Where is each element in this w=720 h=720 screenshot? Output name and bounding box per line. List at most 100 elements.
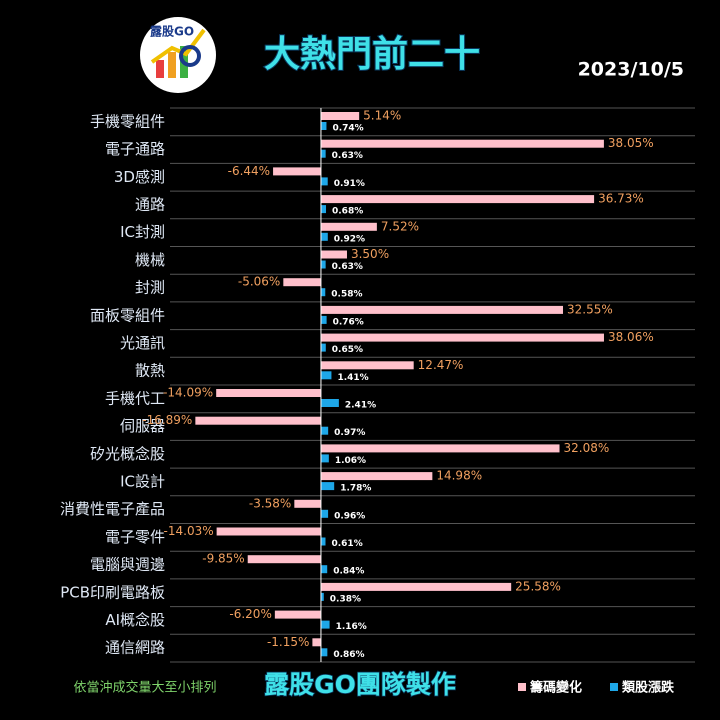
bar <box>320 205 327 214</box>
legend-swatch <box>518 683 526 691</box>
bar <box>312 638 321 647</box>
credit: 露股GO團隊製作 <box>264 670 456 699</box>
plot: 手機零組件 5.14%0.74% 電子通路 38.05% 0.63% 3D感測 -6.44%… <box>60 107 695 696</box>
chart-title: 大熱門前二十 <box>264 34 480 75</box>
value-label: 14.98% <box>436 469 482 483</box>
value-label: -6.44% <box>228 164 270 178</box>
value-label: 0.58% <box>331 290 362 300</box>
bar <box>320 444 560 453</box>
value-label: -1.15% <box>267 635 309 649</box>
value-label: 38.06% <box>608 330 654 344</box>
category-label: 機械 <box>135 251 165 269</box>
logo: 露股GO <box>140 17 216 93</box>
value-label: 3.50% <box>351 247 389 261</box>
bar <box>216 389 321 397</box>
category-label: AI概念股 <box>105 611 165 629</box>
bar <box>320 399 339 407</box>
category-label: 通路 <box>135 195 165 213</box>
category-label: 光通訊 <box>120 334 165 352</box>
category-label: 電子零件 <box>105 528 165 546</box>
legend-label: 類股漲跌 <box>621 680 675 696</box>
category-label: 電腦與週邊 <box>90 556 165 574</box>
value-label: 0.74% <box>332 124 363 134</box>
value-label: 36.73% <box>598 192 644 206</box>
logo-lens <box>179 45 201 67</box>
category-label: 消費性電子產品 <box>60 500 165 518</box>
bar <box>247 555 321 564</box>
date: 2023/10/5 <box>578 59 684 81</box>
bar <box>320 472 433 481</box>
bar <box>320 195 595 204</box>
value-label: 0.68% <box>332 207 363 217</box>
bar <box>320 149 326 158</box>
legend-label: 籌碼變化 <box>530 680 582 696</box>
value-label: 38.05% <box>608 136 654 150</box>
category-label: 矽光概念股 <box>90 445 165 463</box>
value-label: 2.41% <box>345 401 376 411</box>
bar <box>320 426 329 435</box>
category-label: 電子通路 <box>105 140 165 158</box>
bar <box>320 260 326 269</box>
category-label: 手機代工 <box>105 389 165 407</box>
value-label: -3.58% <box>249 496 291 510</box>
bar <box>320 482 335 491</box>
bar <box>320 139 604 148</box>
category-label: 通信網路 <box>105 639 165 657</box>
value-label: 0.76% <box>333 317 364 327</box>
bar <box>320 250 347 259</box>
note: 依當沖成交量大至小排列 <box>73 680 216 696</box>
value-label: 1.41% <box>337 373 368 383</box>
bar <box>320 222 377 231</box>
category-label: IC設計 <box>120 472 165 490</box>
category-label: IC封測 <box>120 223 165 241</box>
value-label: -16.89% <box>142 413 192 427</box>
bar <box>320 509 329 518</box>
value-label: 0.92% <box>334 234 365 244</box>
value-label: 0.91% <box>334 179 365 189</box>
category-label: 3D感測 <box>114 168 165 186</box>
bar <box>274 610 321 619</box>
value-label: 1.78% <box>340 484 371 494</box>
value-label: -14.09% <box>163 386 213 400</box>
bar <box>320 454 329 463</box>
bar <box>320 371 332 380</box>
bar <box>283 278 321 287</box>
value-label: 1.16% <box>336 622 367 632</box>
value-label: 0.38% <box>330 594 361 604</box>
bar <box>320 288 326 297</box>
value-label: 0.61% <box>331 539 362 549</box>
bar <box>320 315 327 324</box>
value-label: -9.85% <box>202 552 244 566</box>
value-label: 12.47% <box>418 358 464 372</box>
bar <box>320 333 604 342</box>
bar <box>320 122 327 130</box>
category-label: 面板零組件 <box>90 306 165 324</box>
bar <box>273 167 321 176</box>
value-label: 32.55% <box>567 302 613 316</box>
value-label: 0.97% <box>334 428 365 438</box>
value-label: 1.06% <box>335 456 366 466</box>
bar <box>320 343 326 352</box>
value-label: 0.65% <box>332 345 363 355</box>
category-label: 散熱 <box>135 362 165 380</box>
logo-bar <box>156 60 164 78</box>
value-label: -14.03% <box>164 524 214 538</box>
bar <box>320 361 414 370</box>
bar <box>320 582 512 591</box>
bar <box>195 416 321 425</box>
category-label: PCB印刷電路板 <box>60 583 165 601</box>
bar <box>320 648 328 657</box>
legend-swatch <box>610 683 618 691</box>
value-label: 0.84% <box>333 567 364 577</box>
bar <box>294 499 321 508</box>
logo-arrow <box>150 28 206 64</box>
category-label: 封測 <box>135 279 165 297</box>
value-label: -6.20% <box>229 607 271 621</box>
bar <box>216 527 321 536</box>
category-label: 手機零組件 <box>90 112 165 130</box>
logo-bar <box>168 52 176 78</box>
bar <box>320 305 564 314</box>
bar <box>320 177 328 186</box>
logo-text: 露股GO <box>150 24 194 39</box>
